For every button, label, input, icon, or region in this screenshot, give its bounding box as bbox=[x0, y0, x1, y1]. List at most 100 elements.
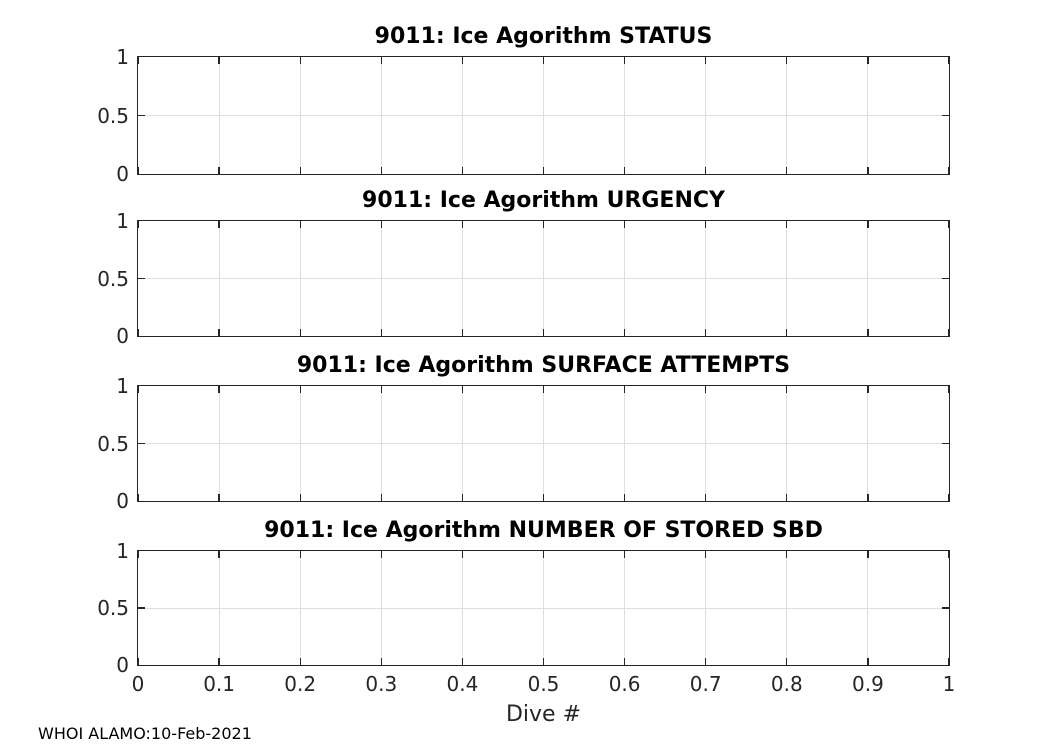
x-tick-mark-bottom bbox=[137, 658, 139, 665]
x-tick-mark-top bbox=[623, 221, 626, 228]
y-tick-label: 0.5 bbox=[97, 266, 129, 291]
x-tick-mark-bottom bbox=[948, 658, 950, 665]
x-tick-mark-top bbox=[786, 221, 788, 228]
x-tick-label: 0.6 bbox=[608, 672, 641, 696]
subplot-surface-attempts-axes: 9011: Ice Agorithm SURFACE ATTEMPTS 0 0.5… bbox=[97, 353, 950, 511]
subplot-stored-sbd-title: 9011: Ice Agorithm NUMBER OF STORED SBD bbox=[264, 517, 823, 543]
x-tick-mark-top bbox=[948, 57, 950, 64]
x-tick-mark-bottom bbox=[380, 494, 382, 501]
x-tick-mark-bottom bbox=[786, 658, 788, 665]
subplot-urgency-axes: 9011: Ice Agorithm URGENCY 0 0.5 1 bbox=[97, 188, 950, 346]
x-tick-mark-top bbox=[867, 386, 869, 393]
x-tick-mark-bottom bbox=[137, 329, 139, 336]
x-tick-mark-bottom bbox=[137, 167, 139, 174]
x-tick-mark-top bbox=[623, 386, 626, 393]
y-tick-label: 0 bbox=[116, 162, 129, 186]
x-tick-mark-top bbox=[786, 551, 788, 558]
subplot-status-title: 9011: Ice Agorithm STATUS bbox=[374, 23, 713, 49]
x-tick-mark-bottom bbox=[380, 658, 382, 665]
x-tick-mark-bottom bbox=[867, 494, 869, 501]
x-tick-mark-bottom bbox=[705, 167, 707, 174]
x-tick-mark-top bbox=[542, 57, 545, 64]
x-tick-mark-bottom bbox=[705, 494, 707, 501]
y-tick-label: 0 bbox=[116, 324, 129, 348]
x-tick-mark-bottom bbox=[867, 329, 869, 336]
y-tick-label: 0.5 bbox=[97, 103, 129, 128]
y-tick-mark-right bbox=[942, 277, 949, 280]
x-tick-mark-bottom bbox=[948, 494, 950, 501]
x-tick-mark-bottom bbox=[948, 329, 950, 336]
y-gridline bbox=[138, 278, 949, 279]
y-tick-label: 1 bbox=[116, 209, 129, 233]
x-tick-mark-top bbox=[218, 221, 220, 228]
x-tick-mark-bottom bbox=[867, 167, 869, 174]
x-tick-mark-top bbox=[948, 551, 950, 558]
x-tick-label: 0.9 bbox=[851, 672, 884, 696]
x-tick-label: 0.5 bbox=[527, 672, 560, 696]
x-tick-mark-bottom bbox=[542, 167, 545, 174]
y-tick-mark-right bbox=[942, 114, 949, 117]
x-tick-mark-bottom bbox=[705, 658, 707, 665]
x-tick-mark-bottom bbox=[218, 494, 220, 501]
x-tick-mark-bottom bbox=[299, 329, 301, 336]
x-tick-mark-bottom bbox=[542, 329, 545, 336]
x-tick-mark-top bbox=[867, 221, 869, 228]
x-tick-mark-bottom bbox=[623, 167, 626, 174]
x-tick-mark-top bbox=[786, 57, 788, 64]
x-tick-mark-top bbox=[867, 551, 869, 558]
y-tick-mark-right bbox=[942, 442, 949, 445]
x-tick-mark-top bbox=[380, 551, 382, 558]
x-tick-mark-bottom bbox=[299, 494, 301, 501]
x-tick-mark-top bbox=[786, 386, 788, 393]
x-tick-mark-top bbox=[948, 386, 950, 393]
x-tick-mark-top bbox=[218, 386, 220, 393]
subplot-status-axes: 9011: Ice Agorithm STATUS 0 0.5 1 bbox=[97, 24, 950, 184]
y-tick-mark-left bbox=[138, 114, 145, 117]
x-tick-label: 0.2 bbox=[284, 672, 317, 696]
x-tick-mark-top bbox=[705, 221, 707, 228]
x-tick-mark-top bbox=[705, 386, 707, 393]
x-tick-mark-bottom bbox=[786, 167, 788, 174]
x-tick-mark-bottom bbox=[705, 329, 707, 336]
x-tick-mark-top bbox=[137, 221, 139, 228]
x-tick-mark-bottom bbox=[380, 329, 382, 336]
x-tick-mark-top bbox=[948, 221, 950, 228]
x-tick-mark-top bbox=[542, 551, 545, 558]
x-tick-label: 0.3 bbox=[365, 672, 398, 696]
x-tick-mark-top bbox=[299, 57, 301, 64]
x-tick-mark-top bbox=[137, 57, 139, 64]
y-tick-label: 1 bbox=[116, 374, 129, 398]
subplot-stored-sbd-axes: 9011: Ice Agorithm NUMBER OF STORED SBD … bbox=[97, 518, 955, 694]
x-tick-mark-bottom bbox=[786, 329, 788, 336]
x-tick-mark-top bbox=[867, 57, 869, 64]
x-tick-mark-bottom bbox=[461, 494, 464, 501]
x-tick-label: 0.8 bbox=[770, 672, 803, 696]
x-tick-mark-bottom bbox=[786, 494, 788, 501]
x-tick-mark-bottom bbox=[461, 167, 464, 174]
x-tick-mark-top bbox=[218, 57, 220, 64]
y-gridline bbox=[138, 607, 949, 609]
y-tick-mark-left bbox=[138, 607, 145, 609]
x-tick-mark-top bbox=[461, 57, 464, 64]
x-tick-mark-bottom bbox=[948, 167, 950, 174]
x-tick-mark-top bbox=[299, 386, 301, 393]
x-tick-mark-top bbox=[299, 551, 301, 558]
x-tick-mark-bottom bbox=[461, 658, 464, 665]
x-tick-mark-top bbox=[461, 221, 464, 228]
x-tick-mark-top bbox=[218, 551, 220, 558]
y-tick-label: 1 bbox=[116, 45, 129, 69]
x-tick-label: 0.1 bbox=[203, 672, 235, 696]
x-tick-mark-bottom bbox=[461, 329, 464, 336]
y-gridline bbox=[138, 115, 949, 116]
y-tick-label: 0 bbox=[116, 653, 129, 677]
y-tick-mark-left bbox=[138, 277, 145, 280]
x-tick-mark-top bbox=[137, 551, 139, 558]
y-tick-label: 0.5 bbox=[97, 431, 129, 456]
x-tick-mark-bottom bbox=[299, 167, 301, 174]
x-tick-mark-top bbox=[380, 221, 382, 228]
x-tick-mark-bottom bbox=[218, 167, 220, 174]
x-tick-mark-bottom bbox=[137, 494, 139, 501]
x-tick-mark-bottom bbox=[623, 494, 626, 501]
x-tick-mark-top bbox=[461, 551, 464, 558]
y-gridline bbox=[138, 443, 949, 444]
